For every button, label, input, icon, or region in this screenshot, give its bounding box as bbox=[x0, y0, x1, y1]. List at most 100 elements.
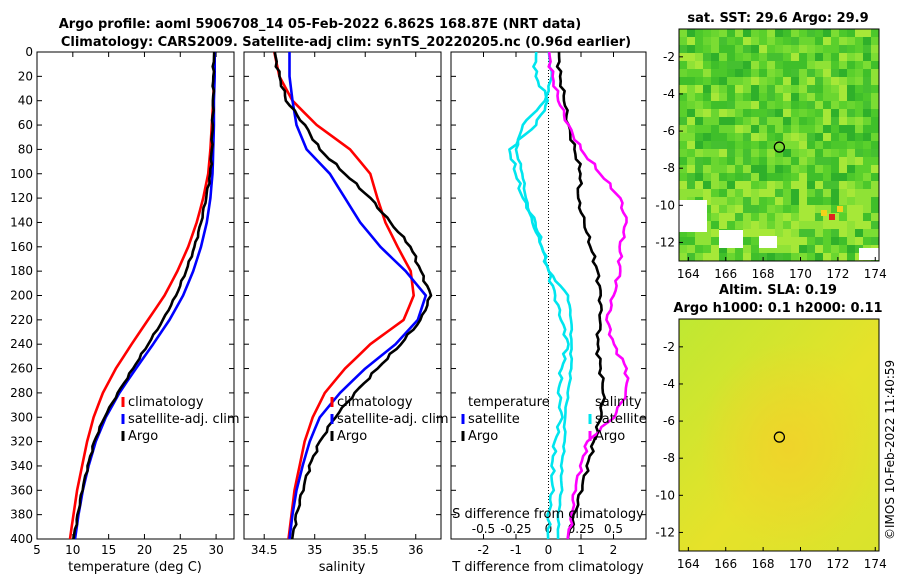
sst-cell bbox=[783, 245, 791, 253]
sst-cell bbox=[687, 77, 695, 85]
map-x-tick-label: 174 bbox=[864, 267, 887, 281]
difference-panel: -2-1012-0.5-0.2500.250.5temperaturesatel… bbox=[451, 51, 647, 557]
sst-cell bbox=[759, 93, 767, 101]
sst-cell bbox=[799, 109, 807, 117]
sst-cell bbox=[855, 109, 863, 117]
sst-cell bbox=[799, 93, 807, 101]
sst-cell bbox=[823, 69, 831, 77]
sst-cell bbox=[711, 61, 719, 69]
sst-cell bbox=[815, 125, 823, 133]
sst-cell bbox=[815, 213, 823, 221]
sst-cell bbox=[743, 189, 751, 197]
sst-cell bbox=[831, 45, 839, 53]
sla-map-title-line1: Altim. SLA: 0.19 bbox=[719, 283, 837, 298]
sst-cell bbox=[839, 109, 847, 117]
sst-cell bbox=[711, 141, 719, 149]
sst-cell bbox=[871, 109, 879, 117]
sst-cell bbox=[751, 173, 759, 181]
sst-cell bbox=[799, 189, 807, 197]
depth-axis: 0 20 40 60 80 100 120 140 160 180 200 220 240 260 280 3… bbox=[10, 45, 33, 546]
sst-cell bbox=[823, 109, 831, 117]
sst-cell bbox=[871, 101, 879, 109]
sst-cell bbox=[775, 157, 783, 165]
sst-cell bbox=[775, 77, 783, 85]
depth-tick-label: 80 bbox=[18, 142, 33, 156]
sst-cell bbox=[839, 45, 847, 53]
sst-cell bbox=[783, 37, 791, 45]
sst-cell bbox=[695, 29, 703, 37]
sst-cell bbox=[775, 221, 783, 229]
sst-cell bbox=[783, 189, 791, 197]
sst-cell bbox=[831, 157, 839, 165]
sst-cell bbox=[679, 109, 687, 117]
sst-cell bbox=[799, 117, 807, 125]
sst-cell bbox=[815, 229, 823, 237]
map-y-tick-label: -8 bbox=[663, 161, 675, 175]
sst-cell bbox=[823, 229, 831, 237]
sst-cell bbox=[759, 165, 767, 173]
sst-cell bbox=[831, 29, 839, 37]
sst-cell bbox=[703, 157, 711, 165]
sst-cell bbox=[823, 117, 831, 125]
sst-cell bbox=[815, 109, 823, 117]
sst-cell bbox=[743, 93, 751, 101]
sst-cell bbox=[743, 69, 751, 77]
map-x-tick-label: 172 bbox=[826, 557, 849, 571]
sst-cell bbox=[743, 141, 751, 149]
sst-cell bbox=[807, 85, 815, 93]
sst-cell bbox=[751, 133, 759, 141]
sst-cell bbox=[751, 61, 759, 69]
sst-cell bbox=[831, 85, 839, 93]
sst-cell bbox=[799, 205, 807, 213]
sst-cell bbox=[743, 109, 751, 117]
sst-cell bbox=[863, 213, 871, 221]
argo-position-marker bbox=[773, 431, 786, 443]
sst-cell bbox=[815, 61, 823, 69]
sst-cell bbox=[727, 45, 735, 53]
temperature-climatology-line bbox=[68, 51, 216, 540]
sst-cell bbox=[823, 45, 831, 53]
sst-cell bbox=[679, 181, 687, 189]
sst-cell bbox=[839, 157, 847, 165]
sst-cell bbox=[823, 213, 831, 221]
sst-cell bbox=[799, 149, 807, 157]
sst-cell bbox=[871, 181, 879, 189]
legend-label: satellite bbox=[468, 412, 520, 427]
sst-cell bbox=[855, 69, 863, 77]
sst-cell bbox=[711, 149, 719, 157]
sst-cell bbox=[751, 101, 759, 109]
sst-cell bbox=[719, 253, 727, 261]
sst-cell bbox=[767, 245, 775, 253]
sst-cell bbox=[783, 77, 791, 85]
sst-cell bbox=[783, 133, 791, 141]
sst-cell bbox=[775, 37, 783, 45]
sst-cell bbox=[759, 77, 767, 85]
sla-map-title-line2: Argo h1000: 0.1 h2000: 0.11 bbox=[673, 301, 882, 316]
sst-cell bbox=[815, 29, 823, 37]
sst-cell bbox=[855, 117, 863, 125]
map-x-tick-label: 166 bbox=[714, 267, 737, 281]
sst-cell bbox=[719, 37, 727, 45]
sst-cell bbox=[687, 29, 695, 37]
sst-cell bbox=[727, 189, 735, 197]
sst-cell bbox=[855, 189, 863, 197]
sst-cell bbox=[735, 165, 743, 173]
temperature-satellite-line bbox=[73, 52, 216, 540]
sst-cell bbox=[719, 221, 727, 229]
sst-cell bbox=[855, 141, 863, 149]
sst-cell bbox=[767, 213, 775, 221]
sst-cell bbox=[703, 245, 711, 253]
legend-label: Argo bbox=[595, 429, 625, 444]
sst-cell bbox=[815, 101, 823, 109]
sst-cell bbox=[687, 237, 695, 245]
sst-cell bbox=[727, 61, 735, 69]
sst-cell bbox=[735, 37, 743, 45]
sst-cell bbox=[791, 229, 799, 237]
sst-cell bbox=[687, 173, 695, 181]
sst-cell bbox=[839, 93, 847, 101]
sst-cell bbox=[799, 133, 807, 141]
sst-cell bbox=[743, 173, 751, 181]
sst-cell bbox=[855, 205, 863, 213]
sst-cell bbox=[775, 85, 783, 93]
sst-cell bbox=[783, 61, 791, 69]
